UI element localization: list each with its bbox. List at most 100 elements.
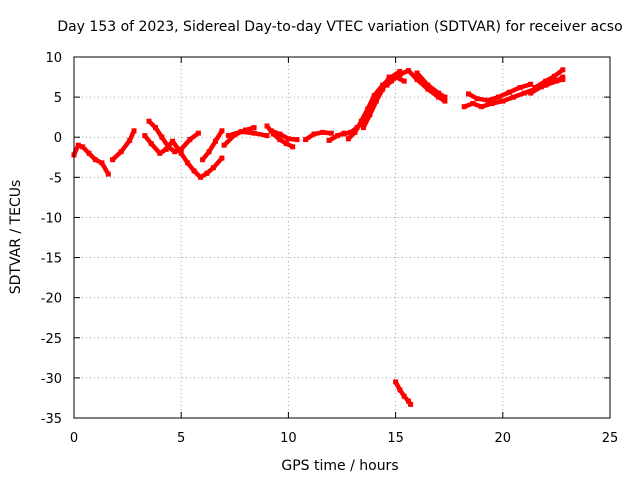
data-point	[153, 125, 158, 131]
data-point	[99, 160, 105, 166]
series-seg10	[303, 130, 334, 142]
data-point	[195, 130, 201, 136]
data-point	[127, 137, 133, 143]
data-point	[178, 146, 184, 152]
y-tick-label: -25	[41, 332, 62, 347]
series-seg7	[226, 129, 270, 138]
data-point	[210, 165, 216, 171]
data-point	[170, 138, 176, 144]
data-point	[478, 104, 484, 110]
data-point	[436, 94, 441, 100]
data-point	[538, 84, 544, 90]
x-tick-label: 15	[387, 431, 404, 446]
y-tick-label: -30	[41, 372, 62, 387]
data-point	[86, 150, 92, 156]
data-point	[277, 137, 283, 143]
data-point	[549, 79, 555, 85]
data-point	[360, 125, 366, 131]
series-seg5	[200, 128, 225, 162]
data-point	[200, 157, 206, 163]
y-tick-label: 10	[45, 51, 62, 66]
x-axis-label: GPS time / hours	[281, 458, 398, 474]
data-point	[551, 73, 557, 79]
data-point	[397, 72, 403, 78]
data-point	[311, 131, 317, 137]
data-point	[345, 136, 351, 142]
data-point	[500, 98, 506, 104]
chart-title: Day 153 of 2023, Sidereal Day-to-day VTE…	[57, 19, 622, 35]
y-tick-label: -5	[49, 171, 62, 186]
data-point	[219, 155, 225, 161]
data-point	[521, 90, 527, 96]
data-point	[80, 144, 86, 150]
data-point	[352, 129, 358, 135]
data-point	[528, 81, 534, 87]
data-point	[238, 129, 244, 135]
data-point	[384, 82, 390, 88]
data-point	[358, 118, 364, 124]
data-point	[105, 171, 111, 177]
data-point	[285, 136, 291, 142]
data-point	[165, 144, 171, 150]
data-point	[485, 97, 491, 103]
data-point	[401, 393, 407, 399]
data-point	[474, 96, 480, 102]
data-point	[528, 90, 534, 96]
data-point	[157, 150, 163, 156]
data-point	[408, 401, 414, 407]
data-point	[204, 170, 210, 176]
y-tick-label: -15	[41, 252, 62, 267]
data-point	[496, 94, 501, 100]
data-point	[251, 130, 257, 136]
data-point	[191, 168, 197, 174]
data-point	[75, 142, 81, 148]
data-point	[397, 68, 403, 74]
data-point	[436, 90, 441, 96]
data-point	[341, 131, 347, 137]
y-tick-label: 5	[54, 91, 62, 106]
data-point	[178, 150, 184, 156]
series-layer	[71, 67, 566, 407]
data-point	[470, 101, 476, 106]
x-tick-label: 10	[280, 431, 297, 446]
data-point	[406, 398, 411, 404]
data-point	[466, 91, 471, 97]
data-point	[560, 67, 566, 73]
grid	[74, 57, 610, 418]
data-point	[303, 137, 309, 143]
data-point	[393, 379, 399, 385]
data-point	[221, 142, 227, 148]
y-tick-label: -20	[41, 292, 62, 307]
data-point	[320, 129, 326, 135]
data-point	[506, 89, 512, 95]
data-point	[348, 129, 354, 135]
data-point	[380, 86, 386, 92]
data-point	[425, 82, 431, 88]
data-point	[92, 157, 98, 163]
data-point	[206, 149, 212, 155]
axis-ticks: 0 5 10 15 20 25 10 5 0 -5 -10 -15 -20 -25 -30 -35	[41, 51, 619, 446]
data-point	[386, 74, 392, 80]
data-point	[148, 141, 154, 147]
data-point	[198, 174, 203, 180]
data-point	[277, 131, 283, 137]
data-point	[225, 133, 231, 139]
data-point	[393, 74, 399, 80]
data-point	[517, 85, 523, 90]
y-tick-label: 0	[54, 131, 62, 146]
data-point	[543, 78, 549, 84]
series-seg3	[142, 133, 225, 180]
data-point	[397, 387, 403, 393]
x-tick-label: 5	[177, 431, 185, 446]
data-point	[406, 68, 411, 74]
data-point	[414, 70, 420, 76]
data-point	[118, 149, 124, 155]
data-point	[414, 77, 420, 82]
y-axis-label: SDTVAR / TECUs	[8, 180, 24, 295]
data-point	[511, 94, 516, 100]
data-point	[489, 101, 495, 106]
series-seg16	[414, 70, 448, 100]
data-point	[251, 125, 257, 131]
data-point	[172, 149, 178, 155]
data-point	[401, 78, 407, 84]
